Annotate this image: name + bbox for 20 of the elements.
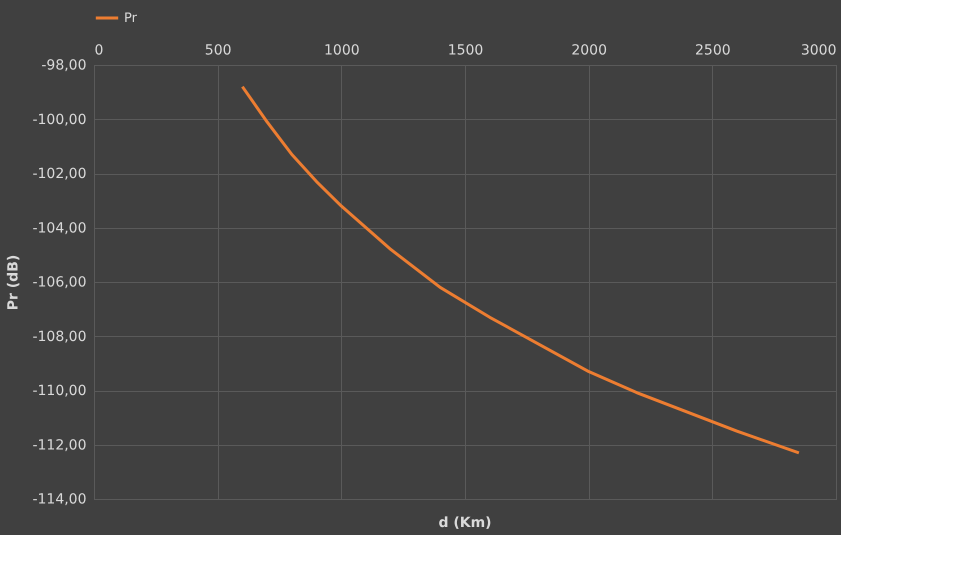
y-tick-label: -114,00	[32, 492, 86, 508]
x-tick-label: 1000	[324, 42, 360, 58]
x-tick-label: 0	[94, 42, 104, 58]
x-tick-label: 3000	[800, 42, 836, 58]
y-tick-label: -112,00	[32, 437, 86, 454]
legend-label: Pr	[124, 11, 138, 26]
y-tick-label: -106,00	[32, 274, 86, 290]
y-axis-title: Pr (dB)	[5, 254, 22, 310]
y-tick-label: -110,00	[32, 383, 86, 399]
y-tick-label: -108,00	[32, 328, 86, 345]
y-tick-label: -102,00	[32, 166, 86, 182]
x-tick-label: 1500	[448, 42, 484, 58]
x-tick-label: 2500	[695, 42, 731, 58]
x-axis-title: d (Km)	[438, 515, 492, 531]
y-tick-label: -104,00	[32, 220, 86, 236]
y-tick-label: -100,00	[32, 112, 86, 128]
y-tick-label: -98,00	[41, 58, 86, 74]
x-tick-label: 500	[204, 42, 232, 58]
line-series	[240, 85, 800, 454]
x-tick-label: 2000	[571, 42, 607, 58]
